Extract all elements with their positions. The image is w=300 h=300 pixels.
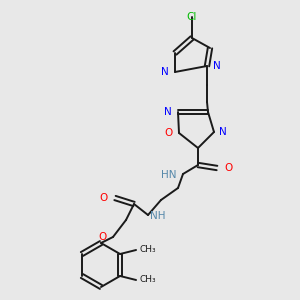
Text: N: N bbox=[219, 127, 227, 137]
Text: O: O bbox=[100, 193, 108, 203]
Text: N: N bbox=[161, 67, 169, 77]
Text: Cl: Cl bbox=[187, 12, 197, 22]
Text: NH: NH bbox=[150, 211, 166, 221]
Text: O: O bbox=[165, 128, 173, 138]
Text: O: O bbox=[99, 232, 107, 242]
Text: N: N bbox=[213, 61, 221, 71]
Text: CH₃: CH₃ bbox=[139, 275, 156, 284]
Text: N: N bbox=[164, 107, 172, 117]
Text: O: O bbox=[224, 163, 232, 173]
Text: CH₃: CH₃ bbox=[139, 245, 156, 254]
Text: HN: HN bbox=[160, 170, 176, 180]
